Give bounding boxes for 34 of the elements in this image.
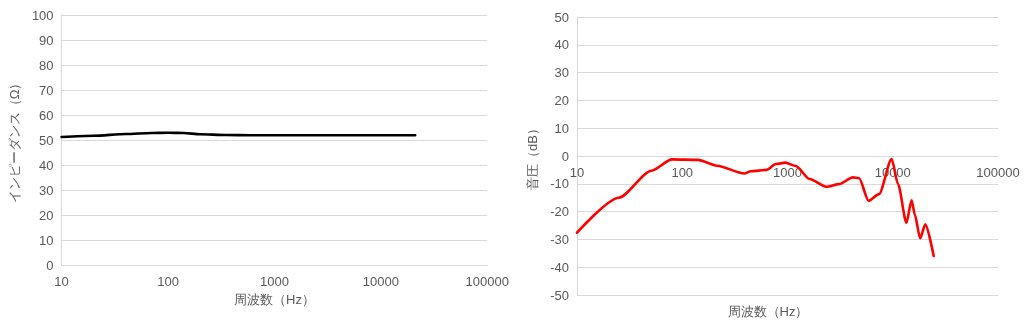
y-axis-title: 音圧（dB） — [525, 122, 540, 190]
y-tick-label: 70 — [39, 82, 54, 98]
y-tick-label: 80 — [39, 57, 54, 73]
y-tick-label: 0 — [561, 148, 569, 164]
y-tick-label: -50 — [550, 287, 569, 303]
x-tick-label: 100 — [671, 165, 694, 180]
y-tick-label: 90 — [39, 32, 54, 48]
x-axis-title: 周波数（Hz） — [234, 291, 315, 307]
x-tick-label: 10 — [54, 274, 69, 289]
y-tick-label: -30 — [550, 231, 569, 247]
y-tick-label: 10 — [39, 232, 54, 248]
y-tick-label: 20 — [39, 207, 54, 223]
y-tick-label: 50 — [554, 9, 569, 25]
y-tick-label: 50 — [39, 132, 54, 148]
x-axis-title: 周波数（Hz） — [727, 304, 809, 319]
y-tick-label: 40 — [39, 157, 54, 173]
x-tick-label: 10000 — [362, 274, 399, 289]
y-tick-label: -40 — [550, 259, 569, 275]
x-tick-label: 100000 — [976, 165, 1020, 180]
y-tick-label: 10 — [554, 120, 569, 136]
y-tick-label: 30 — [554, 65, 569, 81]
y-tick-label: -20 — [550, 204, 569, 220]
y-tick-label: 40 — [554, 37, 569, 53]
y-tick-label: 60 — [39, 107, 54, 123]
x-tick-label: 10 — [569, 165, 585, 180]
y-tick-label: -10 — [550, 176, 569, 192]
y-tick-label: 100 — [31, 7, 54, 23]
y-tick-label: 30 — [39, 182, 54, 198]
y-axis-title: インピーダンス（Ω） — [7, 76, 22, 204]
x-tick-label: 100000 — [465, 274, 510, 289]
x-tick-label: 100 — [157, 274, 179, 289]
y-tick-label: 20 — [554, 92, 569, 108]
x-tick-label: 1000 — [259, 274, 289, 289]
y-tick-label: 0 — [46, 257, 54, 273]
